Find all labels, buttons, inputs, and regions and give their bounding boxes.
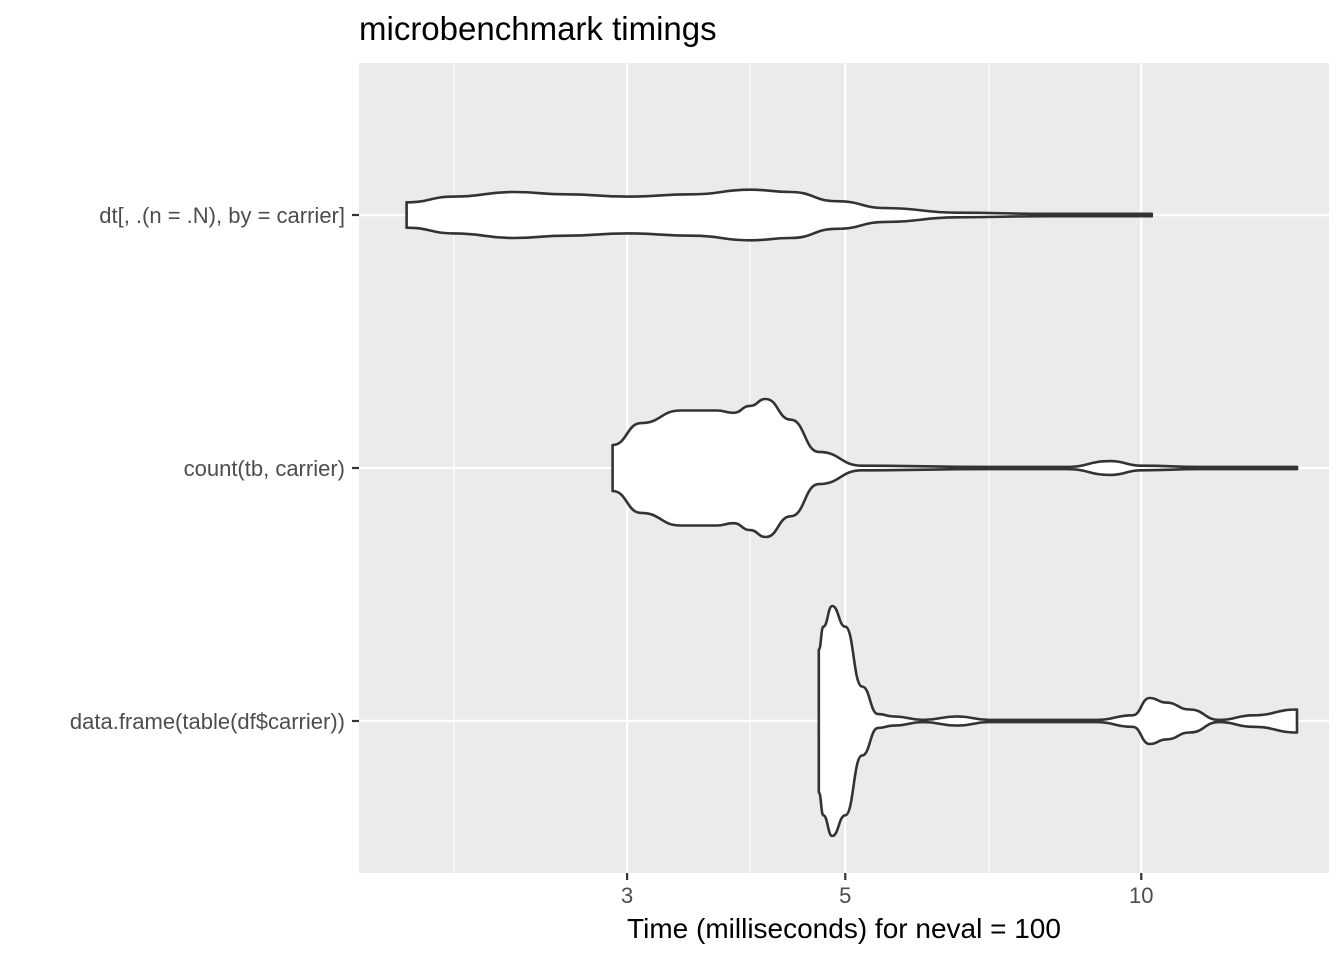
y-tick-label-0: dt[, .(n = .N), by = carrier]	[99, 203, 345, 228]
x-axis: 3 5 10	[621, 873, 1154, 908]
violins	[405, 188, 1299, 838]
x-tick-label-0: 3	[621, 883, 633, 908]
y-axis: dt[, .(n = .N), by = carrier] count(tb, c…	[70, 203, 359, 734]
x-axis-title: Time (milliseconds) for neval = 100	[627, 913, 1061, 944]
violin-0	[405, 188, 1154, 242]
violin-2	[817, 604, 1299, 838]
x-tick-label-2: 10	[1129, 883, 1153, 908]
x-tick-label-1: 5	[839, 883, 851, 908]
y-tick-label-1: count(tb, carrier)	[184, 456, 345, 481]
chart-title: microbenchmark timings	[359, 10, 717, 47]
y-tick-label-2: data.frame(table(df$carrier))	[70, 709, 345, 734]
violin-1	[611, 397, 1299, 539]
